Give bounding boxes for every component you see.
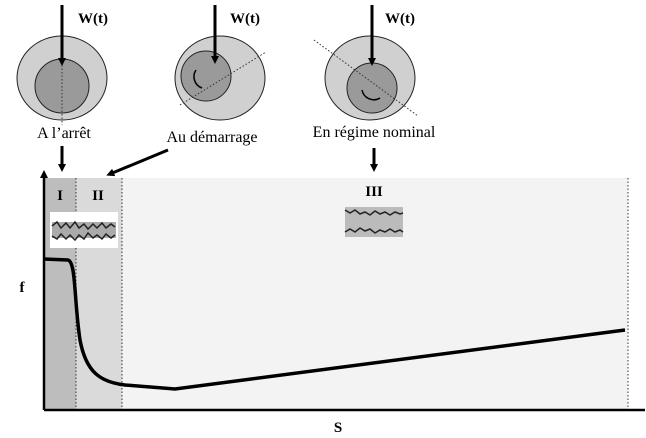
load-label: W(t) bbox=[385, 11, 415, 27]
friction-curve bbox=[43, 257, 626, 391]
bearing-rest bbox=[16, 5, 108, 125]
region-label: II bbox=[92, 188, 104, 204]
bearing-start bbox=[174, 5, 267, 121]
y-axis-label: f bbox=[20, 280, 26, 296]
region-label: III bbox=[365, 184, 383, 200]
surface-texture bbox=[50, 207, 404, 248]
load-label: W(t) bbox=[230, 11, 260, 27]
bearing-label: A l’arrêt bbox=[37, 125, 91, 142]
bearing-nominal bbox=[313, 5, 419, 121]
pointer-arrows bbox=[58, 146, 378, 177]
load-label: W(t) bbox=[78, 11, 108, 27]
region-label: I bbox=[57, 188, 63, 204]
bearing-label: En régime nominal bbox=[313, 124, 436, 141]
bearing-label: Au démarrage bbox=[166, 129, 257, 146]
x-axis-label: S bbox=[334, 420, 342, 436]
